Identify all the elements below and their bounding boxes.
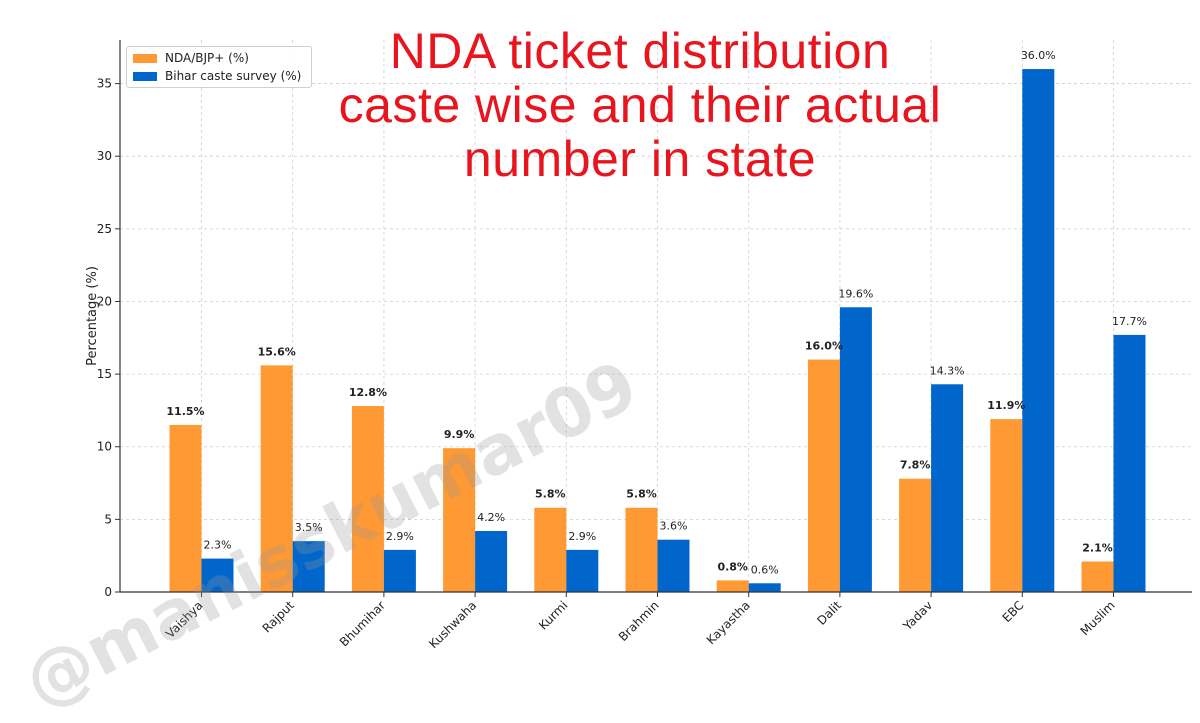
data-label-nda-kayastha: 0.8%	[717, 560, 748, 573]
data-label-survey-muslim: 17.7%	[1112, 315, 1147, 328]
bar-survey-muslim	[1113, 334, 1146, 592]
x-tick-label-kushwaha: Kushwaha	[426, 598, 479, 651]
title-line-2: caste wise and their actual	[338, 77, 942, 133]
x-tick-label-dalit: Dalit	[814, 598, 844, 628]
bar-nda-kayastha	[716, 580, 749, 592]
data-label-nda-kushwaha: 9.9%	[444, 428, 475, 441]
x-tick-label-kayastha: Kayastha	[704, 598, 753, 647]
y-tick-label: 20	[97, 294, 112, 308]
bar-nda-dalit	[807, 359, 840, 592]
bar-survey-ebc	[1022, 69, 1055, 593]
bars	[169, 69, 1146, 593]
legend-label-nda: NDA/BJP+ (%)	[165, 51, 249, 65]
data-label-survey-vaishya: 2.3%	[204, 539, 232, 552]
bar-survey-vaishya	[201, 558, 234, 592]
legend: NDA/BJP+ (%) Bihar caste survey (%)	[126, 46, 312, 88]
legend-label-survey: Bihar caste survey (%)	[165, 69, 302, 83]
data-label-nda-ebc: 11.9%	[987, 399, 1025, 412]
data-label-survey-bhumihar: 2.9%	[386, 530, 414, 543]
bar-nda-muslim	[1081, 561, 1114, 592]
y-tick-label: 30	[97, 149, 112, 163]
title-line-3: number in state	[463, 131, 817, 187]
bar-nda-vaishya	[169, 424, 202, 592]
data-label-survey-brahmin: 3.6%	[660, 520, 688, 533]
chart-title: NDA ticket distribution caste wise and t…	[330, 24, 950, 186]
bar-survey-kushwaha	[475, 530, 508, 592]
data-label-nda-dalit: 16.0%	[805, 340, 843, 353]
y-tick-label: 25	[97, 222, 112, 236]
bar-nda-yadav	[899, 478, 932, 592]
y-axis-label: Percentage (%)	[85, 266, 100, 366]
title-line-1: NDA ticket distribution	[389, 23, 891, 79]
bar-nda-bhumihar	[351, 406, 384, 592]
data-label-survey-kushwaha: 4.2%	[477, 511, 505, 524]
data-label-survey-rajput: 3.5%	[295, 521, 323, 534]
bar-nda-kushwaha	[443, 448, 476, 592]
bar-nda-rajput	[260, 365, 293, 592]
data-label-nda-bhumihar: 12.8%	[349, 386, 387, 399]
data-label-survey-kayastha: 0.6%	[751, 563, 779, 576]
bar-nda-kurmi	[534, 507, 567, 592]
bar-survey-kurmi	[566, 549, 599, 592]
data-label-nda-kurmi: 5.8%	[535, 488, 566, 501]
data-label-nda-rajput: 15.6%	[258, 345, 296, 358]
bar-survey-bhumihar	[383, 549, 416, 592]
data-labels: 11.5% 15.6% 12.8% 9.9% 5.8% 5.8% 0.8% 16.0% 7.8%…	[166, 49, 1147, 576]
legend-item-nda: NDA/BJP+ (%)	[133, 51, 249, 65]
legend-swatch-survey	[133, 71, 157, 81]
bar-nda-brahmin	[625, 507, 658, 592]
x-tick-label-brahmin: Brahmin	[616, 598, 662, 644]
data-label-survey-kurmi: 2.9%	[568, 530, 596, 543]
data-label-survey-yadav: 14.3%	[930, 364, 965, 377]
bar-nda-ebc	[990, 419, 1023, 592]
data-label-nda-yadav: 7.8%	[900, 459, 931, 472]
x-tick-label-kurmi: Kurmi	[536, 598, 570, 632]
y-tick-label: 15	[97, 367, 112, 381]
x-tick-label-ebc: EBC	[1000, 598, 1027, 625]
bar-survey-brahmin	[657, 539, 690, 592]
bar-survey-kayastha	[748, 583, 781, 592]
y-tick-label: 35	[97, 77, 112, 91]
data-label-nda-vaishya: 11.5%	[166, 405, 204, 418]
data-label-nda-muslim: 2.1%	[1082, 541, 1113, 554]
legend-swatch-nda	[133, 53, 157, 63]
x-tick-label-muslim: Muslim	[1078, 598, 1118, 638]
data-label-survey-dalit: 19.6%	[838, 287, 873, 300]
bar-survey-rajput	[292, 541, 325, 592]
x-tick-label-bhumihar: Bhumihar	[337, 598, 388, 649]
data-label-nda-brahmin: 5.8%	[626, 488, 657, 501]
x-tick-label-yadav: Yadav	[900, 598, 935, 633]
bar-survey-yadav	[931, 384, 964, 592]
y-tick-label: 5	[104, 512, 112, 526]
bar-survey-dalit	[839, 307, 872, 592]
y-tick-label: 10	[97, 440, 112, 454]
legend-item-survey: Bihar caste survey (%)	[133, 69, 301, 83]
data-label-survey-ebc: 36.0%	[1021, 49, 1056, 62]
y-tick-label: 0	[104, 585, 112, 599]
